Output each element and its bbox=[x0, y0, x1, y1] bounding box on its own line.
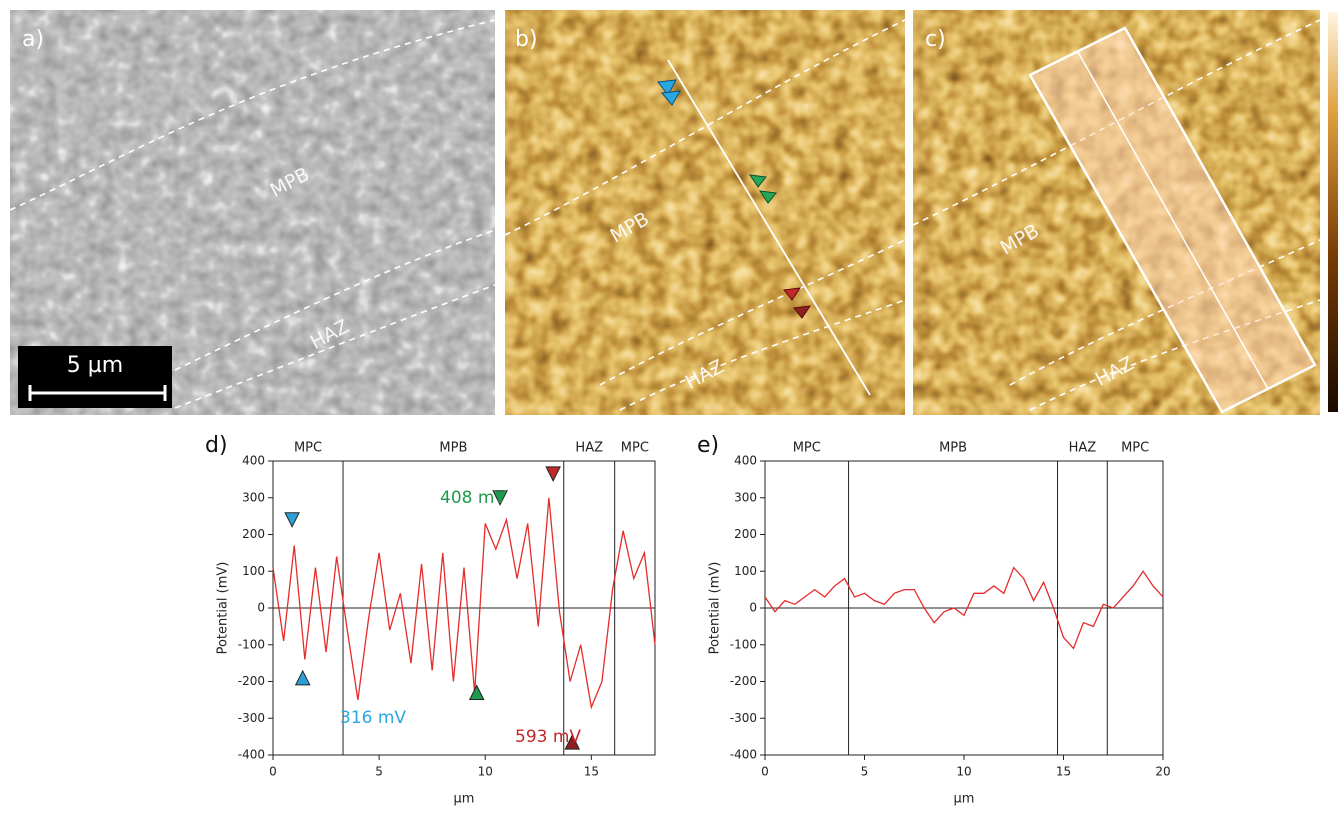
region-label: MPC bbox=[1121, 441, 1149, 456]
x-tick-label: 15 bbox=[1056, 765, 1071, 779]
x-axis-title: µm bbox=[954, 792, 975, 807]
profile-line bbox=[667, 59, 871, 396]
y-tick-label: -400 bbox=[730, 748, 757, 762]
y-tick-label: -400 bbox=[238, 748, 265, 762]
y-tick-label: 200 bbox=[734, 527, 757, 541]
y-tick-label: 200 bbox=[242, 527, 265, 541]
x-tick-label: 10 bbox=[956, 765, 971, 779]
marker-icon bbox=[783, 287, 802, 301]
panel-label: e) bbox=[697, 433, 719, 458]
x-tick-label: 0 bbox=[269, 765, 277, 779]
y-tick-label: -300 bbox=[730, 711, 757, 725]
marker-icon bbox=[758, 190, 777, 204]
marker bbox=[284, 512, 300, 528]
colorbar bbox=[1328, 12, 1338, 412]
y-axis-title: Potential (mV) bbox=[216, 562, 231, 655]
marker bbox=[294, 669, 311, 686]
marker bbox=[564, 734, 581, 750]
y-tick-label: 0 bbox=[257, 601, 265, 615]
marker-icon bbox=[748, 174, 767, 188]
y-tick-label: -100 bbox=[238, 637, 265, 651]
marker bbox=[468, 684, 485, 701]
y-tick-label: 400 bbox=[734, 454, 757, 468]
y-tick-label: -200 bbox=[730, 674, 757, 688]
y-axis-title: Potential (mV) bbox=[708, 562, 723, 655]
y-tick-label: 0 bbox=[749, 601, 757, 615]
region-label: MPC bbox=[793, 441, 821, 456]
x-tick-label: 15 bbox=[584, 765, 599, 779]
x-tick-label: 0 bbox=[761, 765, 769, 779]
data-line bbox=[272, 497, 656, 710]
marker-icon bbox=[793, 305, 812, 319]
region-label: MPB bbox=[939, 441, 967, 456]
scalebar-label: 5 µm bbox=[67, 353, 123, 378]
x-axis-title: µm bbox=[454, 792, 475, 807]
image-a: a) MPB HAZ 5 µm bbox=[9, 10, 496, 415]
panel-label: b) bbox=[515, 27, 538, 52]
region-label: MPB bbox=[439, 441, 467, 456]
profile-line bbox=[1077, 51, 1269, 390]
scalebar-box bbox=[18, 346, 172, 408]
x-tick-label: 5 bbox=[375, 765, 383, 779]
y-tick-label: -100 bbox=[730, 637, 757, 651]
data-line bbox=[764, 566, 1164, 650]
panel-label: d) bbox=[205, 433, 228, 458]
marker bbox=[492, 490, 508, 506]
y-tick-label: -300 bbox=[238, 711, 265, 725]
region-label: HAZ bbox=[575, 441, 603, 456]
annotation: 316 mV bbox=[340, 708, 406, 728]
y-tick-label: 400 bbox=[242, 454, 265, 468]
image-c: c) MPB HAZ bbox=[912, 10, 1321, 415]
region-label: MPC bbox=[621, 441, 649, 456]
y-tick-label: 100 bbox=[734, 564, 757, 578]
x-tick-label: 5 bbox=[861, 765, 869, 779]
region-label: HAZ bbox=[1069, 441, 1097, 456]
region-label: MPC bbox=[294, 441, 322, 456]
annotation: 593 mV bbox=[515, 727, 581, 747]
y-tick-label: -200 bbox=[238, 674, 265, 688]
panel-label: c) bbox=[925, 27, 946, 52]
marker bbox=[545, 466, 561, 482]
y-tick-label: 300 bbox=[734, 490, 757, 504]
panel-label: a) bbox=[22, 27, 44, 52]
y-tick-label: 300 bbox=[242, 490, 265, 504]
annotation: 408 mV bbox=[440, 488, 506, 508]
image-b: b) MPB HAZ bbox=[504, 10, 906, 415]
x-tick-label: 10 bbox=[478, 765, 493, 779]
y-tick-label: 100 bbox=[242, 564, 265, 578]
x-tick-label: 20 bbox=[1155, 765, 1170, 779]
marker-icon bbox=[661, 90, 681, 106]
marker-icon bbox=[657, 79, 677, 96]
